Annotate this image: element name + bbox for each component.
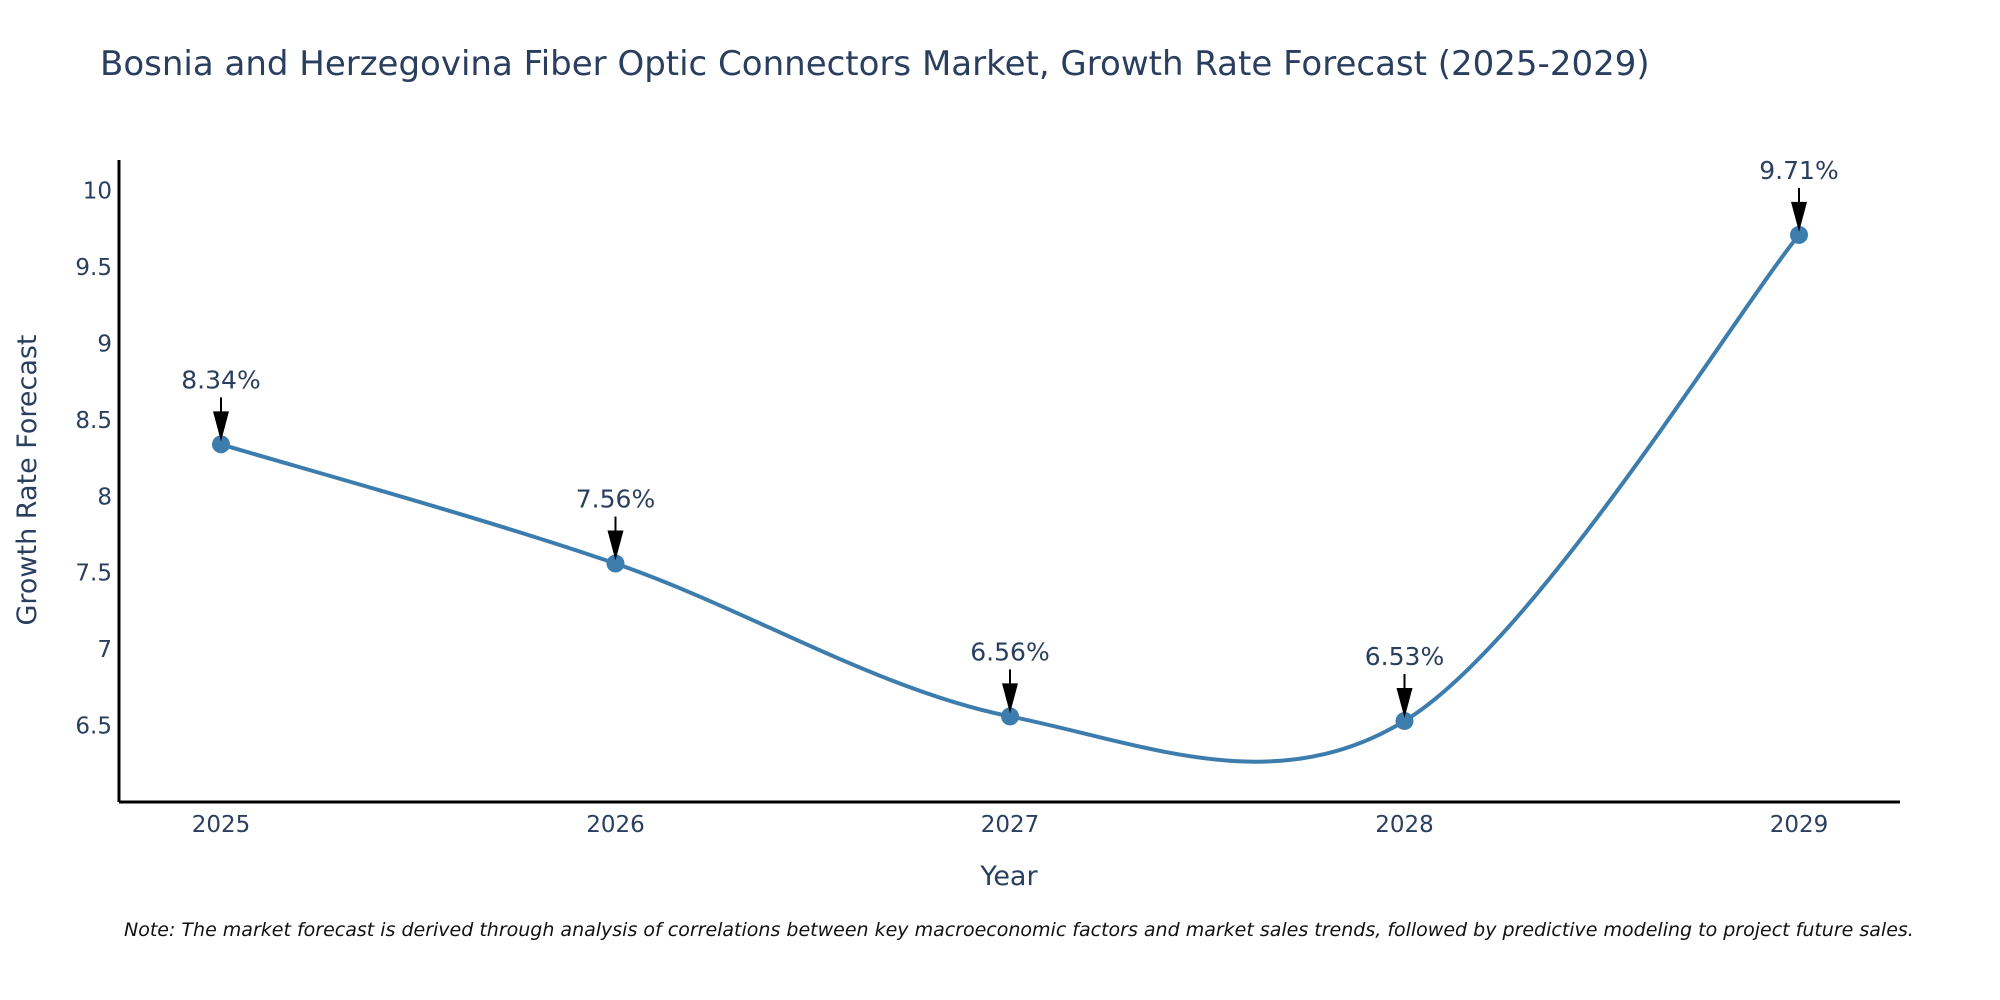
y-tick-label: 9 <box>97 331 112 357</box>
data-point <box>1790 225 1808 244</box>
y-tick-label: 10 <box>83 179 112 205</box>
annotation-arrow-head <box>607 530 624 561</box>
x-tick-label: 2026 <box>586 812 645 838</box>
data-markers <box>212 225 1808 730</box>
x-tick-label: 2029 <box>1770 812 1829 838</box>
x-axis-ticks: 2025 2026 2027 2028 2029 <box>192 812 1829 838</box>
x-tick-label: 2027 <box>981 812 1040 838</box>
y-tick-label: 8.5 <box>75 408 112 434</box>
y-axis-title: Growth Rate Forecast <box>12 334 43 625</box>
y-tick-label: 9.5 <box>75 255 112 281</box>
annotation-arrow-head <box>1002 683 1018 714</box>
annotation-arrow-head <box>213 411 229 442</box>
x-axis-title: Year <box>979 861 1038 892</box>
x-tick-label: 2025 <box>192 812 251 838</box>
data-label: 7.56% <box>576 485 655 514</box>
data-label: 9.71% <box>1759 156 1838 185</box>
data-point <box>1395 711 1414 730</box>
series-line <box>220 233 1801 764</box>
y-tick-label: 8 <box>97 484 112 510</box>
data-annotations: 8.34% 7.56% 6.56% 6.53% 9.71% <box>181 156 1839 718</box>
data-point <box>212 435 230 454</box>
chart-note: Note: The market forecast is derived thr… <box>124 919 1914 941</box>
annotation-arrow-head <box>1396 687 1413 718</box>
y-tick-label: 7 <box>97 637 112 663</box>
data-label: 8.34% <box>181 365 260 394</box>
y-axis-ticks: 6.5 7 7.5 8 8.5 9 9.5 10 <box>75 179 112 740</box>
data-point <box>1001 707 1019 726</box>
data-label: 6.53% <box>1365 642 1444 671</box>
y-tick-label: 7.5 <box>75 561 112 587</box>
x-tick-label: 2028 <box>1375 812 1434 838</box>
chart-title: Bosnia and Herzegovina Fiber Optic Conne… <box>100 44 1650 84</box>
data-point <box>606 554 625 573</box>
y-tick-label: 6.5 <box>75 714 112 740</box>
data-label: 6.56% <box>970 637 1049 666</box>
axes <box>117 160 1900 804</box>
annotation-arrow-head <box>1791 201 1807 232</box>
